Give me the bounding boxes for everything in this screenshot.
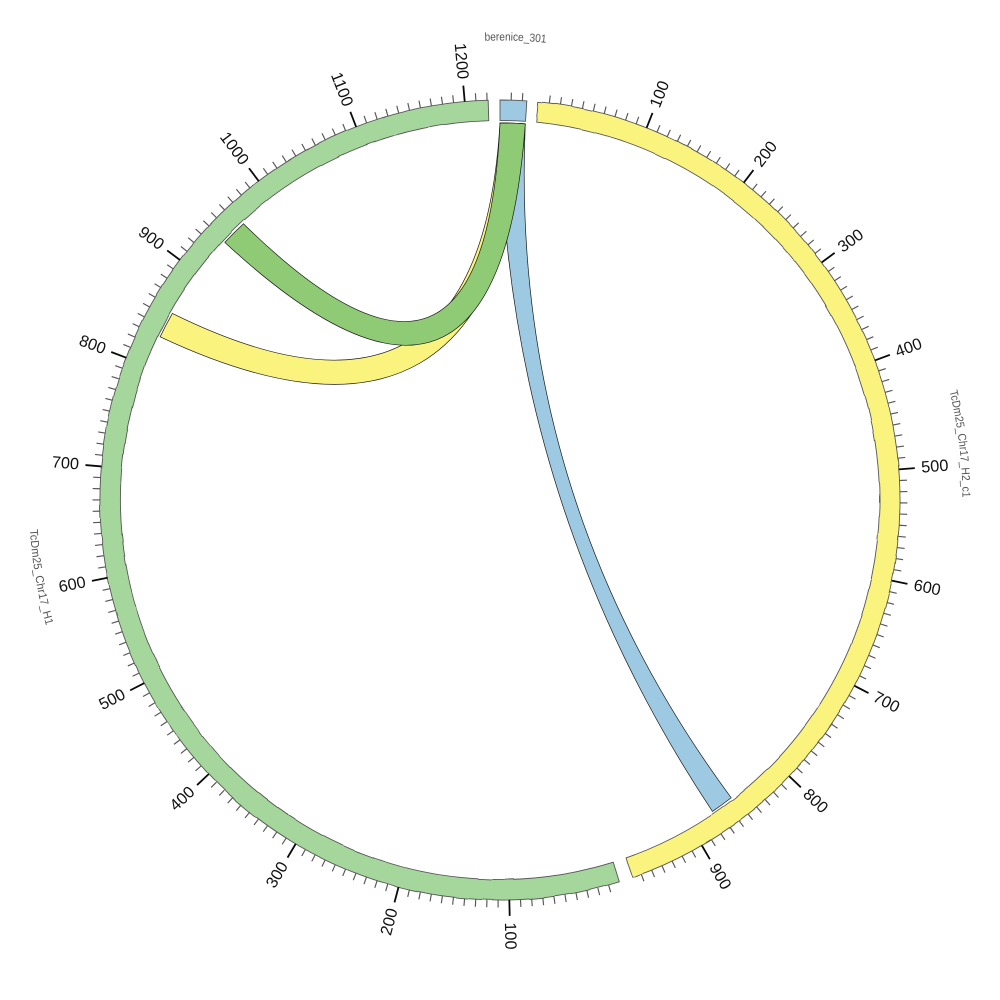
svg-text:600: 600 <box>57 573 87 596</box>
svg-text:1200: 1200 <box>451 42 472 80</box>
svg-text:500: 500 <box>921 457 949 477</box>
svg-text:700: 700 <box>51 453 80 473</box>
svg-text:berenice_301: berenice_301 <box>484 31 547 45</box>
svg-text:600: 600 <box>912 576 942 599</box>
svg-text:100: 100 <box>501 922 520 950</box>
